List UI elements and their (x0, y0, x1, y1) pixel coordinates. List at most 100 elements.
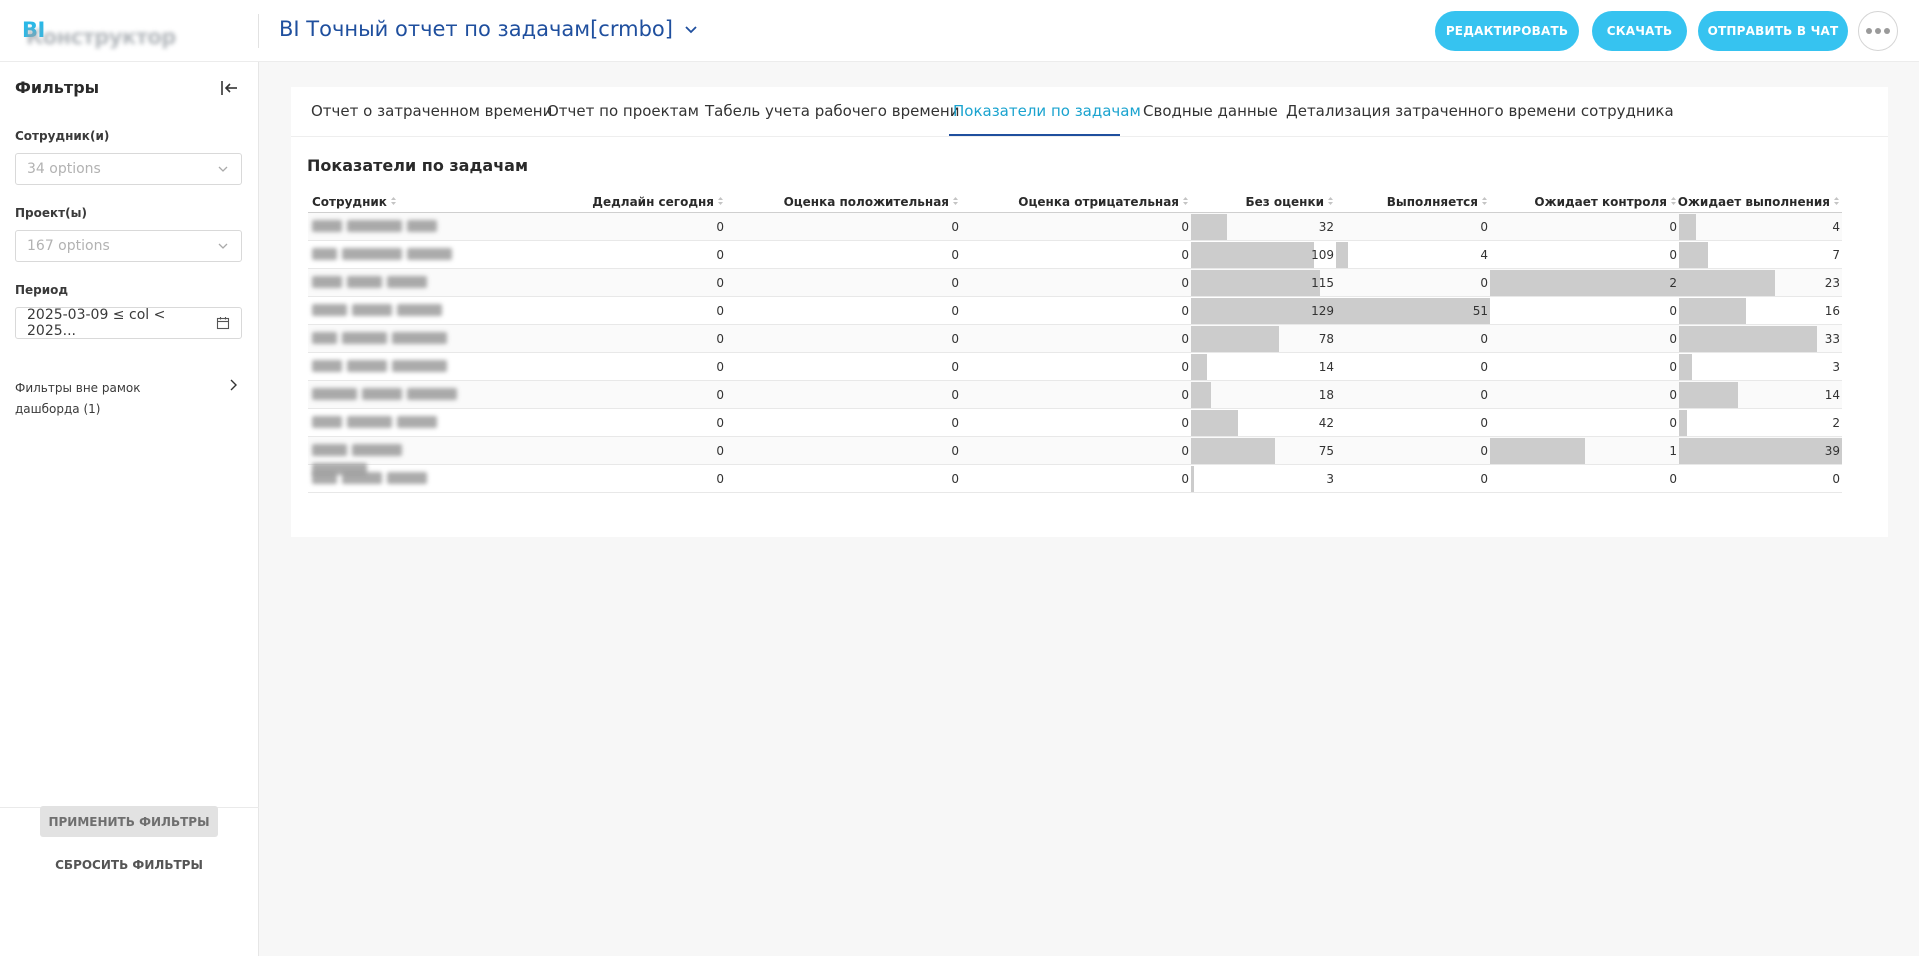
edit-button[interactable]: РЕДАКТИРОВАТЬ (1435, 11, 1579, 51)
cell-value: 129 (1311, 304, 1334, 318)
cell-value: 39 (1824, 444, 1840, 458)
table-cell: 0 (961, 353, 1191, 381)
tab-projects-report[interactable]: Отчет по проектам (547, 102, 699, 120)
send-to-chat-button[interactable]: ОТПРАВИТЬ В ЧАТ (1698, 11, 1848, 51)
sort-icon[interactable] (717, 195, 724, 209)
sort-icon[interactable] (1481, 195, 1488, 209)
cell-value: 0 (951, 332, 959, 346)
cell-value: 2 (1669, 276, 1677, 290)
cell-value: 7 (1832, 248, 1840, 262)
sort-icon[interactable] (952, 195, 959, 209)
cell-value: 0 (1832, 472, 1840, 486)
cell-value: 33 (1824, 332, 1840, 346)
tab-timesheet[interactable]: Табель учета рабочего времени (705, 102, 960, 120)
employee-name-redacted (312, 416, 462, 430)
table-cell: 4 (1336, 241, 1490, 269)
app-logo[interactable]: BI Конструктор (22, 18, 176, 49)
cell-bar (1679, 382, 1738, 408)
column-header-label: Дедлайн сегодня (592, 195, 714, 209)
column-header[interactable]: Ожидает контроля (1534, 195, 1677, 209)
cell-value: 0 (951, 444, 959, 458)
table-cell: 0 (961, 241, 1191, 269)
outside-filters-toggle[interactable]: Фильтры вне рамок дашборда (1) (15, 378, 240, 420)
dashboard-card: Отчет о затраченном времени Отчет по про… (291, 87, 1888, 537)
table-cell: 0 (726, 465, 961, 493)
tab-task-metrics[interactable]: Показатели по задачам (953, 102, 1141, 120)
cell-value: 2 (1832, 416, 1840, 430)
table-cell: 32 (1191, 213, 1336, 241)
table-cell: 0 (961, 269, 1191, 297)
sort-icon[interactable] (390, 195, 397, 209)
column-header[interactable]: Сотрудник (312, 195, 397, 209)
sort-icon[interactable] (1833, 195, 1840, 209)
column-header-label: Ожидает контроля (1534, 195, 1667, 209)
cell-bar (1679, 410, 1687, 436)
outside-filters-label: Фильтры вне рамок дашборда (1) (15, 381, 141, 416)
column-header[interactable]: Оценка положительная (784, 195, 959, 209)
employee-name-redacted (312, 304, 462, 318)
tab-employee-time-details[interactable]: Детализация затраченного времени сотрудн… (1286, 102, 1674, 120)
cell-value: 0 (716, 248, 724, 262)
column-header[interactable]: Без оценки (1245, 195, 1334, 209)
cell-value: 32 (1318, 220, 1334, 234)
cell-bar (1191, 326, 1279, 352)
more-horizontal-icon[interactable] (1858, 11, 1898, 51)
cell-value: 0 (1669, 360, 1677, 374)
cell-value: 0 (1181, 304, 1189, 318)
download-button[interactable]: СКАЧАТЬ (1592, 11, 1687, 51)
column-header[interactable]: Дедлайн сегодня (592, 195, 724, 209)
cell-value: 0 (1480, 472, 1488, 486)
table-cell: 0 (1490, 381, 1679, 409)
employee-name-redacted (312, 248, 462, 262)
cell-value: 0 (1669, 332, 1677, 346)
cell-value: 0 (951, 220, 959, 234)
logo-name: Конструктор (26, 25, 176, 49)
tab-summary[interactable]: Сводные данные (1143, 102, 1278, 120)
table-cell: 0 (517, 269, 726, 297)
column-header[interactable]: Оценка отрицательная (1018, 195, 1189, 209)
cell-bar (1191, 270, 1320, 296)
apply-filters-button[interactable]: ПРИМЕНИТЬ ФИЛЬТРЫ (40, 806, 218, 837)
period-input[interactable]: 2025-03-09 ≤ col < 2025... (15, 307, 242, 339)
cell-value: 0 (1181, 360, 1189, 374)
table-cell: 0 (726, 297, 961, 325)
dashboard-title: BI Точный отчет по задачам[crmbo] (279, 17, 673, 41)
column-header[interactable]: Выполняется (1387, 195, 1488, 209)
cell-value: 3 (1832, 360, 1840, 374)
cell-value: 0 (1480, 360, 1488, 374)
cell-value: 0 (1181, 332, 1189, 346)
table-cell: 0 (517, 381, 726, 409)
table-cell: 78 (1191, 325, 1336, 353)
tab-time-report[interactable]: Отчет о затраченном времени (311, 102, 553, 120)
dashboard-title-dropdown[interactable]: BI Точный отчет по задачам[crmbo] (279, 17, 699, 41)
collapse-sidebar-icon[interactable] (218, 77, 240, 99)
cell-value: 0 (951, 388, 959, 402)
table-row: 0 0 0 109 4 0 7 (308, 241, 1842, 269)
cell-value: 0 (1480, 220, 1488, 234)
reset-filters-button[interactable]: СБРОСИТЬ ФИЛЬТРЫ (55, 858, 203, 872)
table-cell: 0 (517, 437, 726, 465)
table-cell: 0 (961, 437, 1191, 465)
table-cell: 0 (1490, 409, 1679, 437)
projects-select[interactable]: 167 options (15, 230, 242, 262)
sort-icon[interactable] (1182, 195, 1189, 209)
table-row: 0 0 0 78 0 0 33 (308, 325, 1842, 353)
employees-label: Сотрудник(и) (15, 129, 110, 143)
cell-bar (1191, 214, 1227, 240)
table-cell: 0 (961, 465, 1191, 493)
table-cell: 0 (1336, 437, 1490, 465)
cell-value: 0 (1669, 416, 1677, 430)
employee-name-redacted (312, 332, 462, 346)
table-cell: 109 (1191, 241, 1336, 269)
cell-value: 0 (716, 360, 724, 374)
sort-icon[interactable] (1327, 195, 1334, 209)
sort-icon[interactable] (1670, 195, 1677, 209)
calendar-icon (216, 317, 230, 330)
column-header[interactable]: Ожидает выполнения (1678, 195, 1840, 209)
chevron-down-icon (218, 166, 228, 172)
table-cell: 0 (1336, 269, 1490, 297)
table-cell: 0 (517, 353, 726, 381)
employees-select[interactable]: 34 options (15, 153, 242, 185)
table-cell: 0 (517, 241, 726, 269)
employees-placeholder: 34 options (27, 161, 101, 177)
